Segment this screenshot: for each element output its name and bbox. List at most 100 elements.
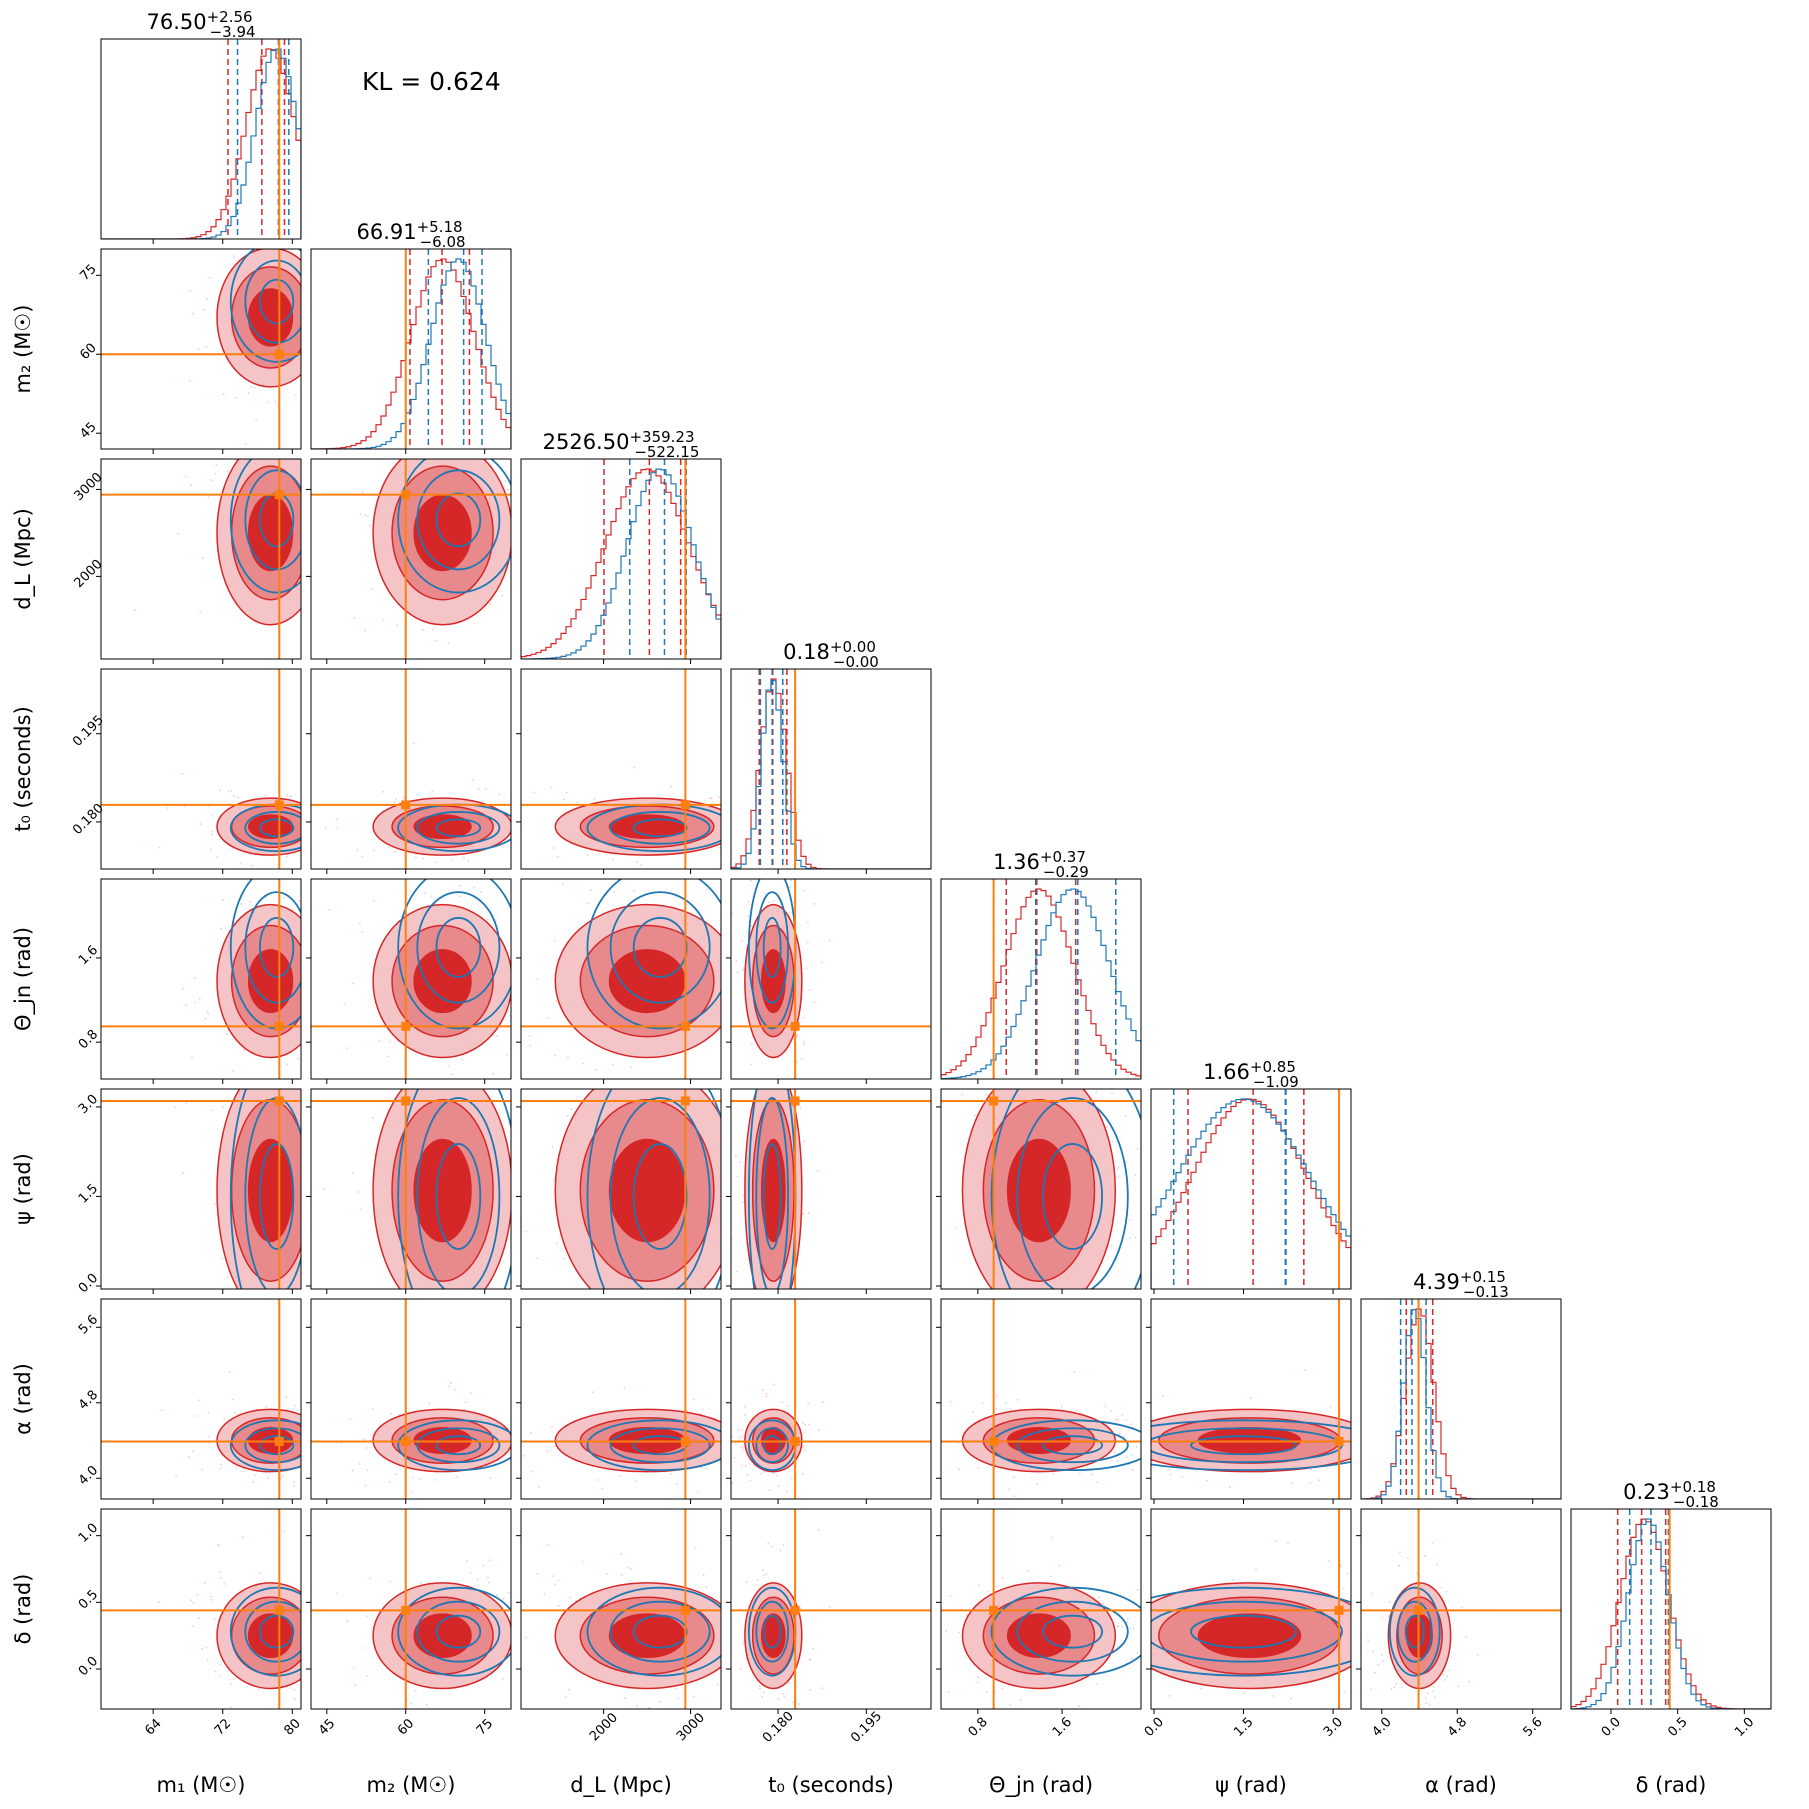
ytick-label-dL: 3000 xyxy=(72,470,106,504)
contour-b xyxy=(1042,1143,1103,1250)
contour-a xyxy=(413,949,472,1014)
panel-theta-vs-dL xyxy=(521,879,721,1079)
contour-b xyxy=(1396,1600,1433,1663)
truth-marker xyxy=(680,1096,690,1106)
truth-marker xyxy=(274,1021,284,1031)
contour-b xyxy=(244,1600,301,1663)
contour-b xyxy=(1388,1586,1441,1677)
contour-b xyxy=(244,469,301,571)
truth-marker xyxy=(274,349,284,359)
frame-m2 xyxy=(310,248,512,450)
xtick-label-delta: 0.0 xyxy=(1599,1715,1624,1740)
xtick-label-psi: 1.5 xyxy=(1231,1715,1256,1740)
frame-panel xyxy=(520,1298,722,1500)
ytick-label-dL: 2000 xyxy=(72,557,106,591)
contour-b xyxy=(755,891,789,1004)
contour-b xyxy=(416,1097,501,1289)
contour-b xyxy=(416,811,501,845)
ytick-label-theta: 1.6 xyxy=(76,943,101,968)
contour-a xyxy=(247,494,294,572)
title-dL: 2526.50+359.23 −522.15 xyxy=(543,428,700,461)
truth-marker xyxy=(274,1605,284,1615)
hist-b-t0 xyxy=(731,679,931,869)
title-m1: 76.50+2.56 −3.94 xyxy=(146,8,255,41)
contour-b xyxy=(762,1614,782,1649)
frame-panel xyxy=(100,878,302,1080)
contour-b xyxy=(586,1419,721,1472)
hist-b-theta xyxy=(941,888,1141,1079)
frame-panel xyxy=(310,878,512,1080)
xtick-label-t0: 0.180 xyxy=(760,1709,797,1746)
panel-dL-vs-m1 xyxy=(101,459,301,659)
xtick-label-theta: 1.6 xyxy=(1050,1715,1075,1740)
panel-alpha-vs-psi xyxy=(1151,1299,1351,1499)
contour-b xyxy=(397,1586,511,1677)
contour-b xyxy=(416,469,501,571)
contour-b xyxy=(229,1419,301,1472)
panel-theta-vs-m1 xyxy=(101,879,301,1079)
frame-panel xyxy=(730,1088,932,1290)
panel-delta-vs-t0 xyxy=(731,1509,931,1709)
contour-b xyxy=(609,811,711,845)
frame-panel xyxy=(520,1088,722,1290)
ytick-label-alpha: 4.8 xyxy=(76,1388,101,1413)
panel-dL-vs-m2 xyxy=(311,459,511,659)
hist-a-m2 xyxy=(311,258,511,449)
panel-alpha-vs-dL xyxy=(521,1299,721,1499)
frame-panel xyxy=(940,1508,1142,1710)
contour-a xyxy=(413,814,472,840)
title-psi: 1.66+0.85 −1.09 xyxy=(1203,1058,1299,1091)
contour-b xyxy=(1042,1435,1103,1456)
contour-b xyxy=(632,818,688,838)
truth-marker xyxy=(989,1605,999,1615)
panel-psi-vs-m1 xyxy=(101,1089,301,1289)
contour-b xyxy=(990,1089,1141,1289)
xtick-label-m1: 80 xyxy=(282,1716,304,1738)
contour-b xyxy=(1404,1614,1425,1649)
ytick-label-theta: 0.8 xyxy=(76,1027,101,1052)
xtick-label-m2: 45 xyxy=(316,1716,338,1738)
xaxis-label-m2: m₂ (M☉) xyxy=(367,1773,456,1797)
truth-marker xyxy=(790,1096,800,1106)
truth-marker xyxy=(680,1436,690,1446)
panel-t0-vs-dL xyxy=(521,669,721,869)
contour-b xyxy=(609,1600,711,1663)
frame-panel xyxy=(1360,1508,1562,1710)
yaxis-label-t0: t₀ (seconds) xyxy=(11,706,35,832)
contour-a xyxy=(413,494,472,572)
contour-b xyxy=(397,1089,511,1289)
contour-b xyxy=(762,1435,782,1456)
ytick-label-alpha: 4.0 xyxy=(76,1463,101,1488)
contour-b xyxy=(1151,1586,1351,1677)
hist-a-alpha xyxy=(1361,1308,1561,1499)
frame-panel xyxy=(310,668,512,870)
contour-b xyxy=(1016,1097,1129,1289)
frame-t0 xyxy=(730,668,932,870)
contour-b xyxy=(259,1614,295,1649)
contour-b xyxy=(229,459,301,594)
contour-a xyxy=(247,288,294,347)
frame-alpha xyxy=(1360,1298,1562,1500)
ytick-label-delta: 0.5 xyxy=(76,1587,101,1612)
contour-a xyxy=(413,1613,472,1659)
yaxis-label-psi: ψ (rad) xyxy=(11,1153,35,1225)
contour-b xyxy=(1042,1614,1103,1649)
contour-b xyxy=(1190,1614,1297,1649)
ytick-label-psi: 0.0 xyxy=(76,1271,101,1296)
title-t0: 0.18+0.00 −0.00 xyxy=(783,638,879,671)
panel-delta-vs-m2 xyxy=(311,1509,511,1709)
hist-b-delta xyxy=(1571,1518,1771,1709)
frame-panel xyxy=(940,1298,1142,1500)
truth-marker xyxy=(680,800,690,810)
ytick-label-m2: 75 xyxy=(77,262,99,284)
contour-b xyxy=(259,917,295,978)
frame-panel xyxy=(730,1508,932,1710)
truth-marker xyxy=(790,1021,800,1031)
frame-panel xyxy=(310,458,512,660)
yaxis-label-dL: d_L (Mpc) xyxy=(11,508,36,610)
xtick-label-psi: 0.0 xyxy=(1142,1715,1167,1740)
frame-panel xyxy=(730,1298,932,1500)
frame-panel xyxy=(100,1298,302,1500)
contour-b xyxy=(435,1614,482,1649)
hist-a-m1 xyxy=(101,48,301,239)
